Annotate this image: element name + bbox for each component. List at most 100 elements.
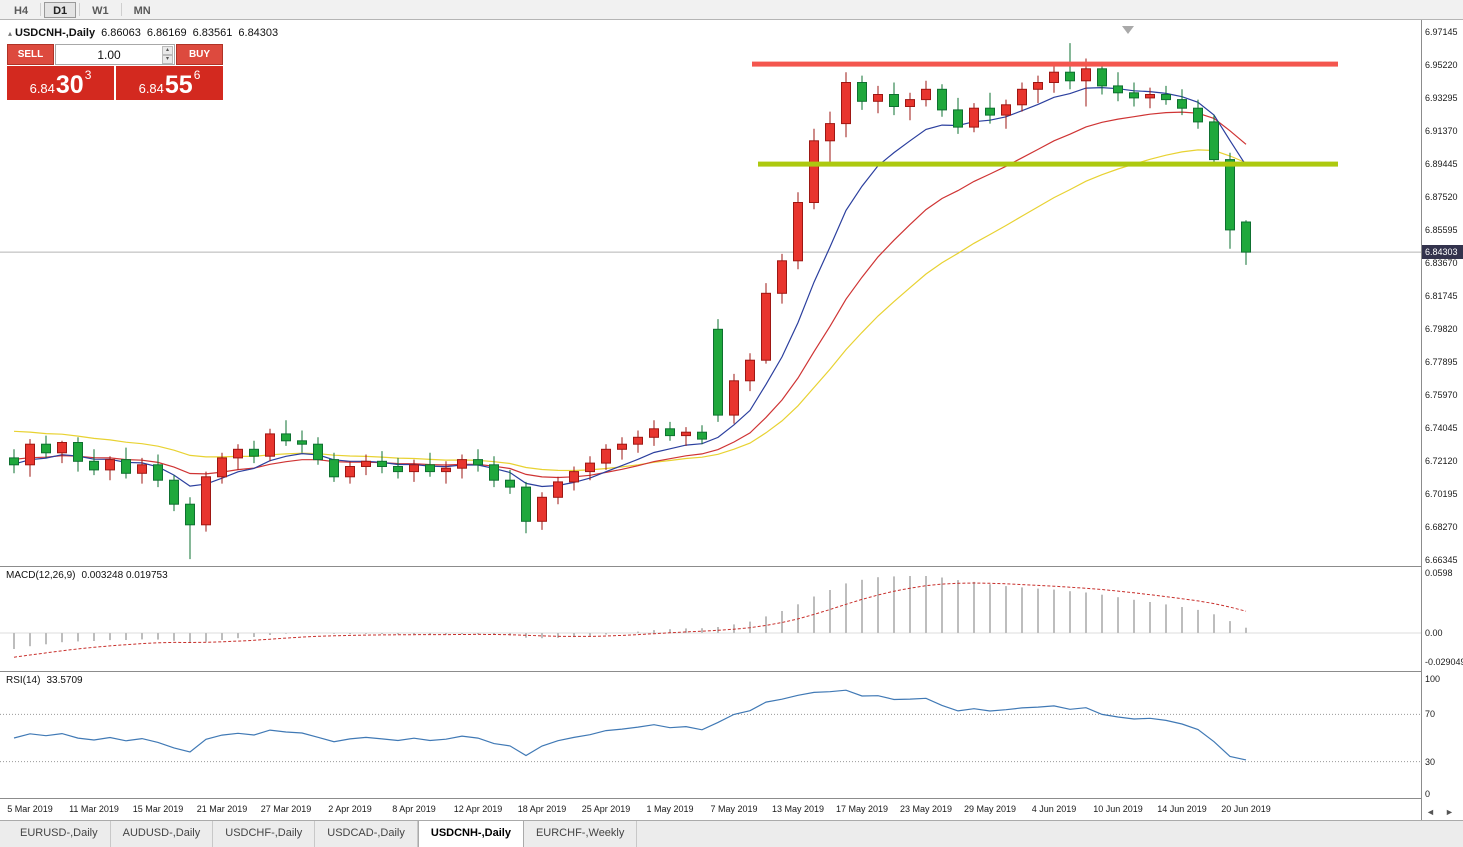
rsi-header: RSI(14) 33.5709 xyxy=(6,675,83,686)
candle xyxy=(841,72,851,138)
tab-usdcad-daily[interactable]: USDCAD-,Daily xyxy=(315,821,418,847)
panel-separator[interactable] xyxy=(0,671,1463,672)
timeframe-button-w1[interactable]: W1 xyxy=(92,4,109,17)
candle xyxy=(969,103,979,133)
bid-quote-box[interactable]: 6.84 30 3 xyxy=(7,66,114,100)
x-axis-label: 7 May 2019 xyxy=(710,804,758,814)
candle xyxy=(409,459,419,482)
price-axis-label: 6.93295 xyxy=(1425,93,1458,103)
candle xyxy=(441,461,451,484)
x-axis-label: 12 Apr 2019 xyxy=(453,804,503,814)
candle xyxy=(985,92,995,124)
timeframe-button-d1[interactable]: D1 xyxy=(44,1,77,18)
spin-up-icon[interactable]: ▴ xyxy=(162,46,173,55)
candle xyxy=(153,454,163,488)
candle xyxy=(665,421,675,441)
ask-main: 6.84 xyxy=(138,81,164,96)
candle xyxy=(633,430,643,453)
bid-pips: 30 xyxy=(55,71,84,99)
candle xyxy=(393,457,403,479)
panel-separator[interactable] xyxy=(0,566,1463,567)
buy-button[interactable]: BUY xyxy=(176,44,223,65)
candle xyxy=(25,439,35,477)
candle xyxy=(713,319,723,422)
x-axis-label: 1 May 2019 xyxy=(646,804,694,814)
candle xyxy=(825,111,835,164)
tab-usdchf-daily[interactable]: USDCHF-,Daily xyxy=(213,821,316,847)
x-axis-label: 18 Apr 2019 xyxy=(517,804,567,814)
candle xyxy=(649,420,659,446)
candle xyxy=(1113,72,1123,102)
candle xyxy=(73,437,83,472)
support-line[interactable] xyxy=(758,161,1338,167)
scroll-left-button[interactable]: ◄ xyxy=(1426,807,1435,817)
candle xyxy=(1193,99,1203,129)
main-chart[interactable] xyxy=(0,20,1421,566)
price-axis-label: 6.72120 xyxy=(1425,456,1458,466)
toolbar-separator xyxy=(40,3,42,16)
rsi-axis-label: 0 xyxy=(1425,789,1431,799)
x-axis-label: 21 Mar 2019 xyxy=(196,804,248,814)
x-axis-label: 23 May 2019 xyxy=(899,804,953,814)
price-axis-label: 6.70195 xyxy=(1425,489,1458,499)
candle xyxy=(281,420,291,446)
candle xyxy=(1097,61,1107,95)
candle xyxy=(745,353,755,392)
macd-panel-chart[interactable] xyxy=(0,567,1421,671)
tab-eurusd-daily[interactable]: EURUSD-,Daily xyxy=(8,821,111,847)
resistance-line[interactable] xyxy=(752,61,1338,67)
candles-series xyxy=(9,43,1251,560)
macd-histogram xyxy=(13,576,1247,649)
toolbar-separator xyxy=(120,3,122,16)
ask-quote-box[interactable]: 6.84 55 6 xyxy=(116,66,223,100)
ma-mid-line xyxy=(13,111,1247,479)
symbol-header: ▴ USDCNH-,Daily 6.86063 6.86169 6.83561 6.843… xyxy=(8,27,278,39)
price-axis-rail[interactable]: 6.97145 6.95220 6.93295 6.91370 6.89445 6.875… xyxy=(1421,20,1463,820)
quote-row: 6.84 30 3 6.84 55 6 xyxy=(7,66,223,100)
candle xyxy=(1241,220,1251,265)
toolbar: H4 D1 W1 MN xyxy=(0,0,1463,20)
collapse-chart-icon[interactable]: ▴ xyxy=(8,29,13,38)
x-axis-label: 10 Jun 2019 xyxy=(1093,804,1143,814)
macd-axis-label: -0.029049 xyxy=(1425,657,1463,667)
macd-axis-label: 0.0598 xyxy=(1425,568,1453,578)
rsi-panel-chart[interactable] xyxy=(0,672,1421,798)
price-axis-label: 6.66345 xyxy=(1425,555,1458,565)
chart-shift-marker-icon[interactable] xyxy=(1122,26,1134,34)
volume-spinner: ▴ ▾ xyxy=(162,46,173,64)
timeframe-button-h4[interactable]: H4 xyxy=(14,4,29,17)
rsi-line xyxy=(13,689,1247,761)
tab-audusd-daily[interactable]: AUDUSD-,Daily xyxy=(111,821,214,847)
candle xyxy=(201,471,211,532)
price-axis-label: 6.95220 xyxy=(1425,60,1458,70)
x-axis-label: 27 Mar 2019 xyxy=(260,804,312,814)
sell-button[interactable]: SELL xyxy=(7,44,54,65)
tab-eurchf-weekly[interactable]: EURCHF-,Weekly xyxy=(524,821,638,847)
symbol-name: USDCNH-,Daily xyxy=(15,27,96,39)
candle xyxy=(953,97,963,134)
volume-input[interactable] xyxy=(56,45,174,64)
candle xyxy=(1129,82,1139,107)
candle xyxy=(57,440,67,464)
scroll-right-button[interactable]: ► xyxy=(1445,807,1454,817)
candle xyxy=(361,454,371,476)
ohlc-open: 6.86063 xyxy=(101,27,141,39)
price-axis-label: 6.79820 xyxy=(1425,324,1458,334)
time-axis[interactable]: 5 Mar 2019 11 Mar 2019 15 Mar 2019 21 Mar 2… xyxy=(0,799,1421,820)
price-axis-label: 6.91370 xyxy=(1425,126,1458,136)
candle xyxy=(457,454,467,479)
candle xyxy=(41,435,51,458)
candle xyxy=(905,92,915,121)
ohlc-high: 6.86169 xyxy=(146,27,187,39)
candle xyxy=(425,452,435,477)
candle xyxy=(297,430,307,453)
spin-down-icon[interactable]: ▾ xyxy=(162,55,173,64)
candle xyxy=(89,449,99,476)
tab-usdcnh-daily[interactable]: USDCNH-,Daily xyxy=(417,821,524,847)
candle xyxy=(889,82,899,116)
candle xyxy=(313,437,323,465)
price-axis-label: 6.85595 xyxy=(1425,225,1458,235)
price-axis-label: 6.81745 xyxy=(1425,291,1458,301)
bid-point: 3 xyxy=(84,68,92,82)
timeframe-button-mn[interactable]: MN xyxy=(133,4,151,17)
